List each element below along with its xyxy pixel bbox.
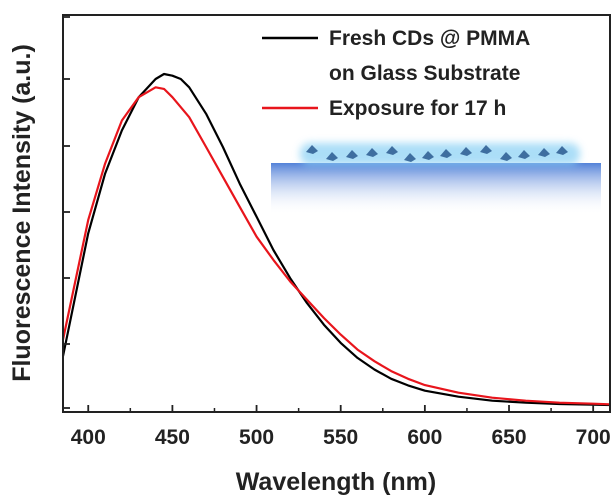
x-tick-label: 650 bbox=[491, 426, 526, 449]
legend: Fresh CDs @ PMMA on Glass Substrate Expo… bbox=[262, 27, 530, 120]
legend-label-fresh-line1: Fresh CDs @ PMMA bbox=[329, 27, 530, 50]
inset-particle bbox=[306, 145, 318, 154]
legend-label-fresh-line2: on Glass Substrate bbox=[329, 62, 520, 85]
x-tick-label: 450 bbox=[155, 426, 190, 449]
x-axis-title: Wavelength (nm) bbox=[236, 468, 436, 496]
inset-particle bbox=[386, 146, 398, 155]
inset-particle bbox=[326, 152, 338, 161]
legend-label-exposure: Exposure for 17 h bbox=[329, 97, 506, 120]
y-axis-title: Fluorescence Intensity (a.u.) bbox=[8, 44, 36, 382]
inset-particle bbox=[440, 149, 452, 158]
inset-particle bbox=[460, 147, 472, 156]
inset-particle bbox=[404, 153, 416, 162]
inset-particle bbox=[500, 152, 512, 161]
x-tick-label: 600 bbox=[407, 426, 442, 449]
inset-particle bbox=[518, 150, 530, 159]
x-tick-label: 550 bbox=[323, 426, 358, 449]
inset-schematic-image bbox=[271, 143, 601, 215]
inset-particle bbox=[556, 146, 568, 155]
tick-layer: 400 450 500 550 600 650 700 bbox=[63, 16, 611, 449]
plot-frame bbox=[62, 14, 611, 413]
x-tick-label: 700 bbox=[576, 426, 611, 449]
inset-particle bbox=[538, 148, 550, 157]
inset-film-glow bbox=[300, 143, 580, 165]
inset-particle bbox=[480, 145, 492, 154]
inset-particle bbox=[366, 148, 378, 157]
x-tick-label: 400 bbox=[71, 426, 106, 449]
series-line-fresh bbox=[61, 72, 611, 407]
series-layer bbox=[61, 72, 611, 407]
series-line-exposure bbox=[61, 86, 611, 406]
inset-substrate bbox=[271, 163, 601, 215]
inset-particle bbox=[422, 151, 434, 160]
x-tick-label: 500 bbox=[239, 426, 274, 449]
inset-particle bbox=[346, 150, 358, 159]
